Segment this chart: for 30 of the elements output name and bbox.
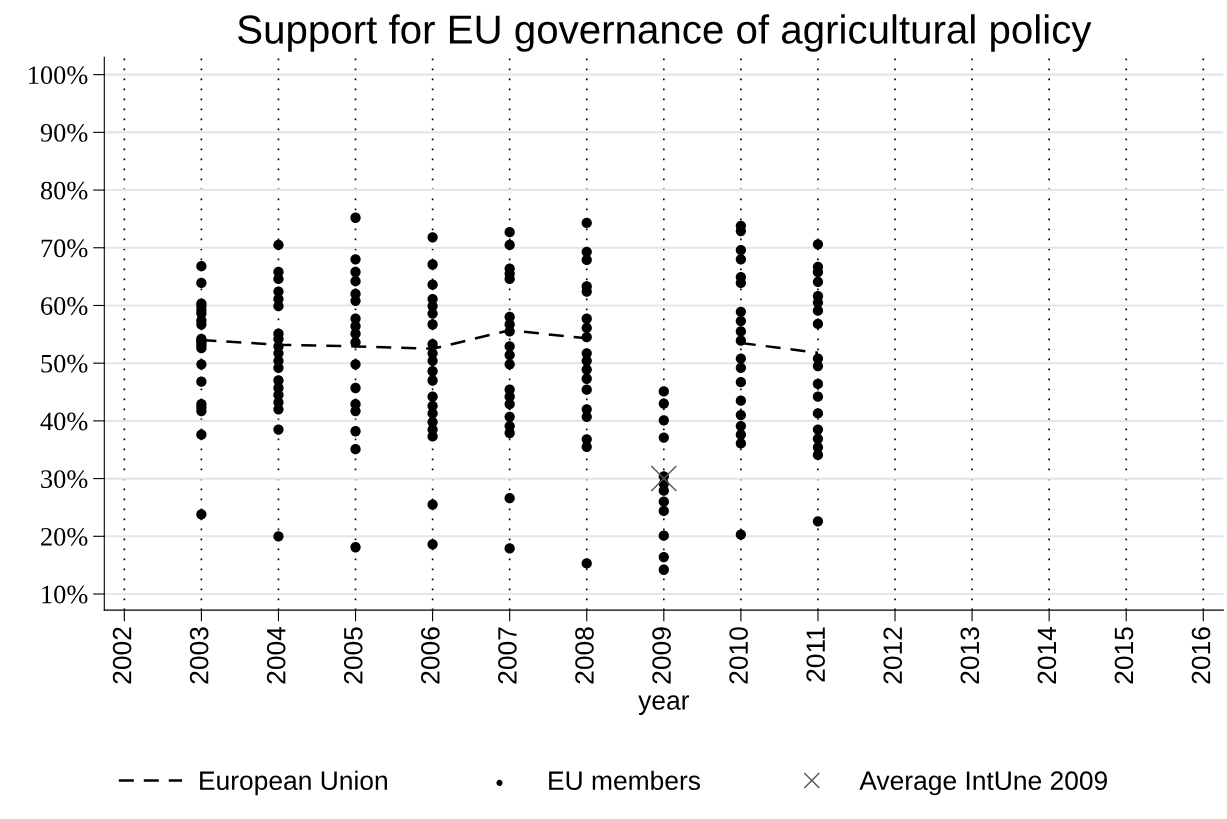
x-tick-label: 2011 [806, 627, 826, 682]
y-tick-label: 40% [40, 412, 88, 431]
y-tick-label: 90% [40, 123, 88, 142]
y-tick-label: 80% [40, 181, 88, 200]
x-tick-label: 2012 [883, 627, 903, 684]
x-axis-title: year [638, 695, 690, 715]
x-tick-label: 2005 [343, 627, 363, 684]
chart-title: Support for EU governance of agricultural policy [238, 14, 1092, 52]
legend-label: EU members [549, 770, 701, 791]
x-tick-label: 2015 [1114, 627, 1134, 684]
x-tick-label: 2007 [498, 627, 517, 684]
y-tick-label: 20% [41, 527, 88, 546]
x-tick-label: 2004 [266, 626, 286, 684]
x-tick-label: 2003 [189, 627, 209, 684]
legend-label: European Union [200, 770, 387, 796]
y-tick-label: 50% [41, 354, 88, 373]
y-tick-label: 70% [41, 239, 88, 258]
y-tick-label: 30% [41, 470, 88, 489]
y-tick-label: 10% [42, 585, 88, 604]
legend-label: Average IntUne 2009 [859, 771, 1107, 796]
x-tick-label: 2009 [652, 627, 671, 684]
x-tick-label: 2008 [575, 627, 594, 684]
y-tick-label: 100% [29, 66, 88, 85]
x-tick-label: 2016 [1191, 627, 1211, 684]
y-tick-label: 60% [41, 297, 88, 315]
x-tick-label: 2002 [112, 627, 132, 684]
x-tick-label: 2006 [421, 627, 440, 684]
x-tick-label: 2014 [1037, 626, 1057, 684]
x-tick-label: 2013 [960, 627, 980, 684]
x-tick-label: 2010 [729, 627, 748, 684]
